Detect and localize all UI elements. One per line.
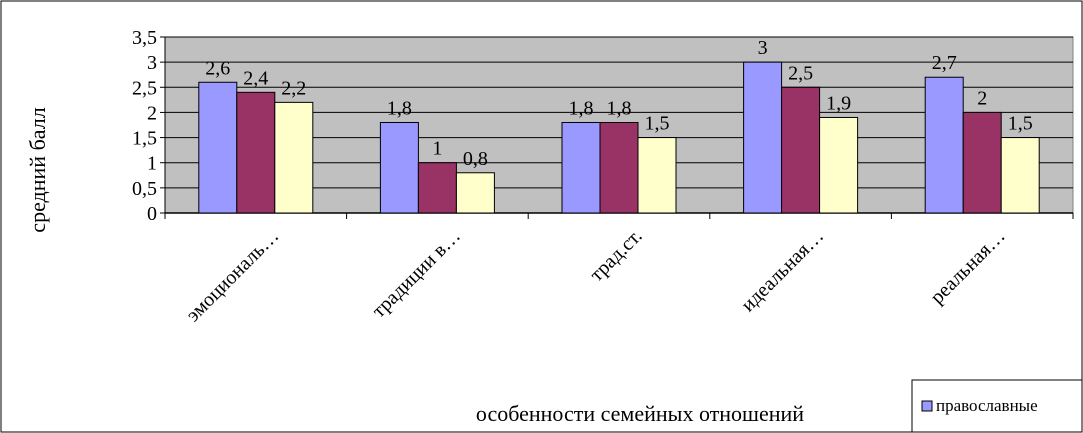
bar	[924, 76, 964, 214]
data-label: 2,4	[243, 67, 268, 89]
data-label: 2,5	[788, 62, 813, 84]
y-tick-label: 0,5	[132, 178, 157, 200]
y-tick-label: 2,5	[132, 77, 157, 99]
data-labels: 2,6 2,4 2,2 1,8 1 0,8 1,8 1,8 1,5 3 2,5 1,9 2,7 2 1,5	[205, 37, 1032, 170]
data-label: 2,6	[205, 57, 230, 79]
bar	[455, 172, 495, 214]
bar	[274, 101, 314, 214]
y-tick-label: 1	[147, 153, 157, 175]
y-tick-label: 2	[147, 102, 157, 124]
bar	[198, 81, 238, 214]
data-label: 2	[977, 87, 987, 109]
data-label: 1,8	[569, 97, 594, 119]
legend-label: православные	[936, 396, 1038, 415]
bar	[236, 91, 276, 214]
legend-swatch	[921, 400, 933, 412]
y-axis-title: средний балл	[25, 107, 50, 232]
bar	[1000, 137, 1040, 214]
data-label: 1,8	[607, 97, 632, 119]
data-label: 0,8	[463, 148, 488, 170]
y-tick-label: 3	[147, 52, 157, 74]
data-label: 1,5	[645, 113, 670, 135]
data-label: 1,8	[387, 97, 412, 119]
legend-box	[911, 379, 1083, 433]
data-label: 2,2	[281, 77, 306, 99]
legend: православные	[911, 379, 1083, 433]
y-tick-label: 3,5	[132, 27, 157, 49]
data-label: 1	[432, 138, 442, 160]
x-axis-title: особенности семейных отношений	[476, 401, 804, 426]
data-label: 1,5	[1008, 113, 1033, 135]
bar	[561, 121, 601, 214]
bar	[417, 162, 457, 214]
y-tick-label: 0	[147, 203, 157, 225]
bar	[743, 61, 783, 214]
bars	[198, 61, 1040, 214]
data-label: 1,9	[826, 92, 851, 114]
bar	[599, 121, 639, 214]
data-label: 2,7	[932, 52, 957, 74]
y-tick-label: 1,5	[132, 128, 157, 150]
data-label: 3	[758, 37, 768, 59]
bar	[379, 121, 419, 214]
bar	[962, 111, 1002, 214]
bar	[781, 86, 821, 214]
bar	[637, 137, 677, 214]
bar	[819, 116, 859, 214]
